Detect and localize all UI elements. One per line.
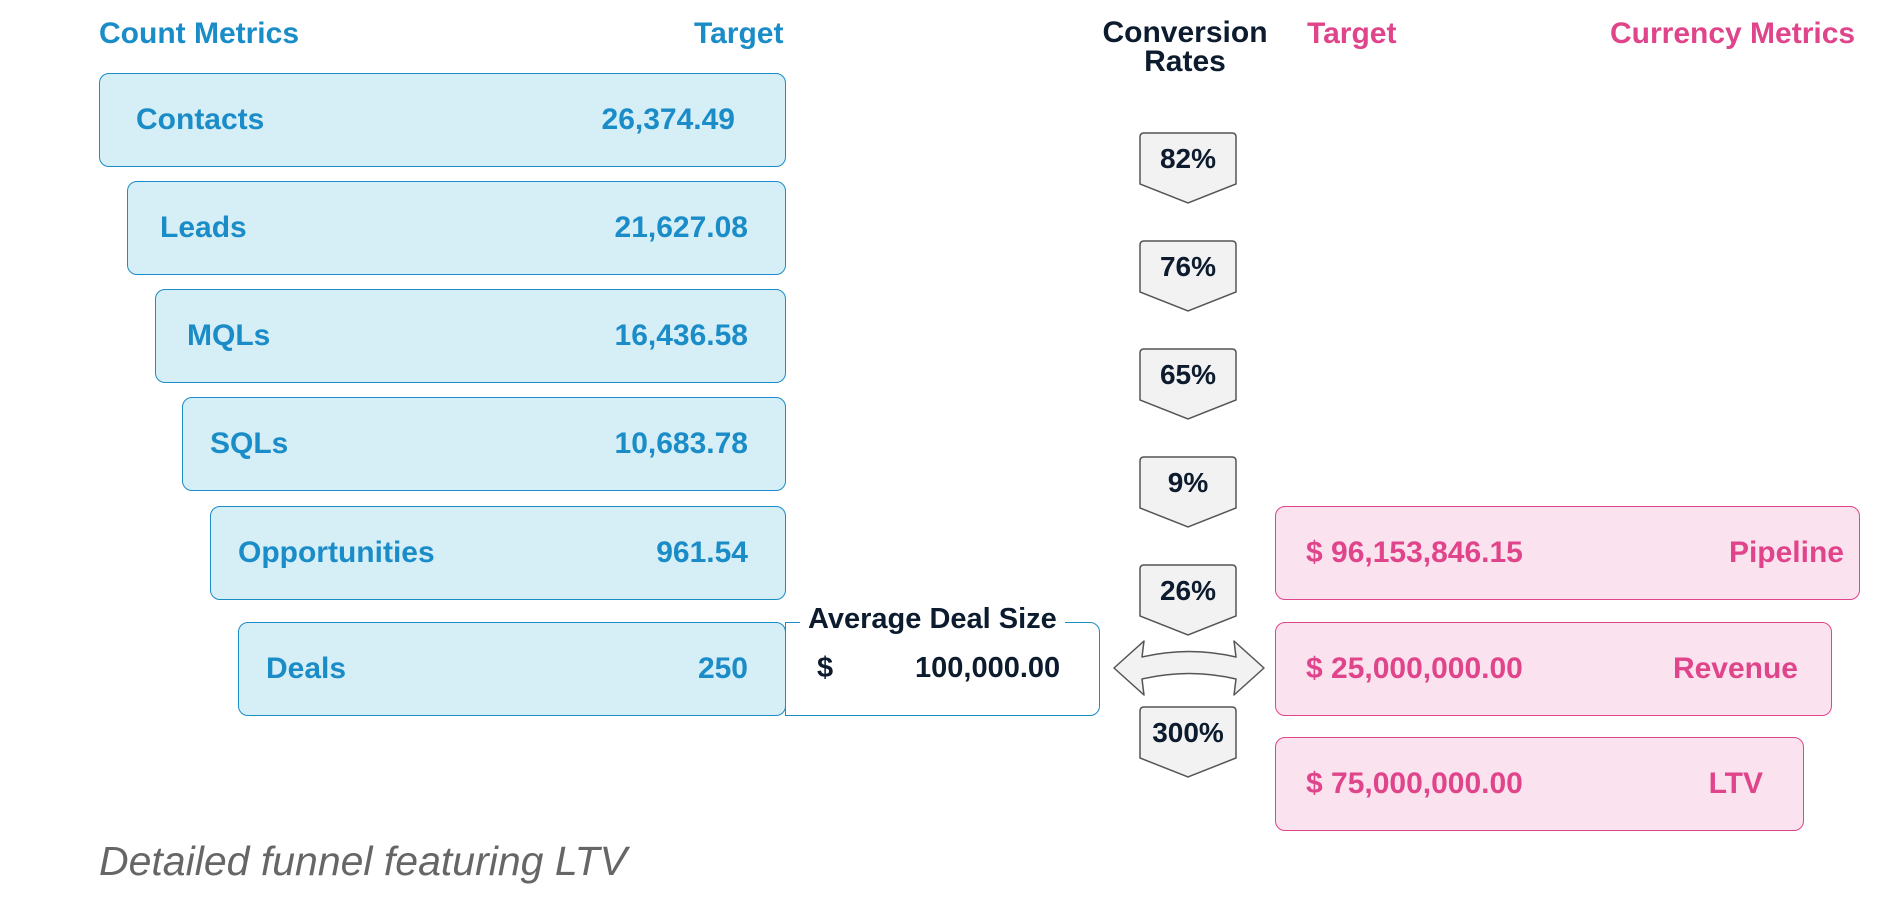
funnel-row-mqls: MQLs 16,436.58 — [155, 289, 786, 383]
funnel-row-label: Leads — [160, 211, 247, 244]
conversion-rate-value: 65% — [1159, 359, 1217, 390]
conversion-rate-revenue-ltv: 300% — [1138, 706, 1238, 778]
average-deal-size-box — [785, 622, 1100, 716]
currency-row-amount: $ 25,000,000.00 — [1306, 652, 1523, 685]
conversion-rate-leads-mqls: 76% — [1138, 240, 1238, 312]
conversion-rate-sqls-opportunities: 9% — [1138, 456, 1238, 528]
average-deal-size-currency: $ — [817, 652, 834, 684]
funnel-row-label: Contacts — [136, 103, 265, 136]
currency-row-name: Revenue — [1672, 652, 1798, 685]
funnel-row-value: 250 — [697, 652, 748, 685]
conversion-rate-opportunities-deals: 26% — [1138, 564, 1238, 636]
funnel-row-value: 26,374.49 — [601, 103, 735, 136]
currency-row-pipeline: $ 96,153,846.15 Pipeline — [1275, 506, 1860, 600]
currency-metrics-header: Currency Metrics — [1610, 17, 1856, 50]
currency-target-header: Target — [1307, 17, 1397, 50]
conversion-rates-header-line2: Rates — [1144, 45, 1226, 78]
conversion-rate-value: 9% — [1167, 467, 1209, 498]
currency-row-amount: $ 75,000,000.00 — [1306, 767, 1523, 800]
average-deal-size-title: Average Deal Size — [800, 603, 1065, 635]
funnel-row-label: SQLs — [210, 427, 289, 460]
funnel-row-deals: Deals 250 — [238, 622, 786, 716]
currency-row-name: LTV — [1708, 767, 1763, 800]
funnel-row-value: 21,627.08 — [614, 211, 748, 244]
funnel-row-sqls: SQLs 10,683.78 — [182, 397, 786, 491]
conversion-rates-header: Conversion Rates — [1100, 16, 1270, 78]
average-deal-size-value: 100,000.00 — [915, 652, 1061, 684]
conversion-rate-value: 76% — [1159, 251, 1217, 282]
conversion-rate-mqls-sqls: 65% — [1138, 348, 1238, 420]
conversion-rate-value: 26% — [1159, 575, 1217, 606]
funnel-row-label: Opportunities — [238, 536, 435, 569]
funnel-row-contacts: Contacts 26,374.49 — [99, 73, 786, 167]
funnel-row-value: 16,436.58 — [614, 319, 748, 352]
count-target-header: Target — [694, 17, 784, 50]
funnel-row-value: 10,683.78 — [614, 427, 748, 460]
funnel-row-leads: Leads 21,627.08 — [127, 181, 786, 275]
funnel-row-label: Deals — [266, 652, 347, 685]
currency-row-revenue: $ 25,000,000.00 Revenue — [1275, 622, 1832, 716]
conversion-rate-contacts-leads: 82% — [1138, 132, 1238, 204]
diagram-caption: Detailed funnel featuring LTV — [99, 838, 628, 884]
double-arrow-icon — [1113, 640, 1265, 696]
funnel-row-value: 961.54 — [656, 536, 748, 569]
funnel-row-opportunities: Opportunities 961.54 — [210, 506, 786, 600]
count-metrics-header: Count Metrics — [99, 17, 300, 50]
currency-row-ltv: $ 75,000,000.00 LTV — [1275, 737, 1804, 831]
conversion-rates-header-line1: Conversion — [1102, 16, 1268, 49]
currency-row-name: Pipeline — [1728, 536, 1844, 569]
funnel-row-label: MQLs — [187, 319, 271, 352]
currency-row-amount: $ 96,153,846.15 — [1306, 536, 1523, 569]
conversion-rate-value: 82% — [1159, 143, 1217, 174]
conversion-rate-value: 300% — [1152, 717, 1224, 748]
